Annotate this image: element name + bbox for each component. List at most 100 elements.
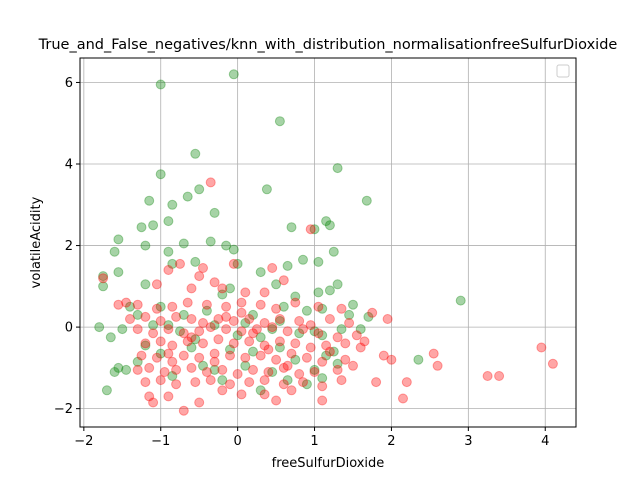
- point-s1-135: [547, 358, 558, 369]
- point-s1-143: [186, 332, 197, 343]
- point-s0-36: [232, 258, 243, 269]
- point-s0-74: [309, 326, 320, 337]
- point-s1-140: [98, 273, 109, 284]
- point-s1-58: [332, 332, 343, 343]
- point-s0-35: [190, 256, 201, 267]
- point-s1-101: [294, 369, 305, 379]
- point-s0-6: [182, 191, 193, 202]
- point-s0-15: [324, 220, 335, 231]
- point-s0-87: [328, 346, 339, 357]
- point-s1-122: [163, 391, 174, 402]
- point-s0-101: [274, 316, 285, 326]
- point-s1-72: [321, 340, 332, 351]
- point-s1-52: [236, 326, 247, 337]
- point-s0-19: [113, 234, 124, 245]
- point-s1-109: [205, 375, 216, 386]
- point-s1-54: [267, 322, 278, 333]
- point-s1-64: [198, 338, 208, 349]
- point-s1-11: [240, 287, 251, 298]
- point-s0-69: [317, 330, 328, 341]
- point-s1-25: [290, 297, 301, 308]
- point-s0-79: [155, 348, 166, 359]
- point-s0-30: [98, 271, 109, 282]
- point-s1-48: [178, 328, 189, 339]
- point-s1-62: [167, 340, 178, 351]
- y-tick-label-4: 6: [65, 76, 73, 91]
- point-s0-71: [355, 324, 366, 335]
- point-s1-8: [209, 277, 220, 288]
- point-s0-0: [228, 69, 239, 80]
- point-s1-149: [236, 307, 247, 318]
- point-s0-22: [221, 240, 232, 251]
- point-s1-97: [232, 369, 243, 379]
- y-axis-label: volatileAcidity: [29, 196, 44, 288]
- point-s0-96: [301, 379, 312, 390]
- point-s0-90: [101, 385, 112, 396]
- point-s1-27: [336, 303, 347, 314]
- point-s1-117: [371, 377, 382, 388]
- point-s0-18: [286, 222, 297, 233]
- point-s0-61: [105, 332, 116, 343]
- point-s1-100: [278, 362, 289, 373]
- point-s1-145: [209, 356, 220, 367]
- point-s1-17: [151, 303, 162, 314]
- point-s0-38: [298, 254, 308, 265]
- point-s1-57: [313, 328, 324, 339]
- point-s1-4: [198, 263, 208, 273]
- point-s0-84: [290, 354, 301, 365]
- point-s0-40: [332, 279, 343, 290]
- point-s1-112: [259, 375, 270, 386]
- point-s1-49: [194, 326, 205, 337]
- point-s1-12: [259, 287, 270, 298]
- point-s1-139: [113, 299, 124, 310]
- point-s1-99: [263, 367, 274, 377]
- point-s1-19: [182, 297, 193, 308]
- point-s0-8: [167, 199, 178, 210]
- point-s1-107: [171, 379, 182, 390]
- point-s1-0: [205, 177, 216, 188]
- point-s1-41: [294, 316, 305, 326]
- point-s0-82: [248, 346, 258, 357]
- point-s1-31: [140, 311, 151, 322]
- point-s0-25: [163, 246, 174, 257]
- point-s1-103: [332, 364, 343, 375]
- point-s0-54: [348, 299, 358, 310]
- point-s0-41: [324, 285, 335, 296]
- point-s1-114: [298, 377, 308, 388]
- point-s1-61: [155, 336, 166, 347]
- point-s1-53: [251, 324, 262, 335]
- x-tick-label-6: 4: [541, 434, 549, 449]
- point-s0-64: [175, 326, 185, 337]
- x-tick-label-2: 0: [234, 434, 242, 449]
- point-s1-78: [178, 350, 189, 361]
- point-s1-118: [401, 377, 412, 388]
- point-s0-93: [240, 360, 251, 371]
- y-tick-label-3: 4: [65, 158, 73, 173]
- point-s0-58: [290, 291, 301, 302]
- point-s0-42: [313, 287, 324, 298]
- x-axis-label: freeSulfurDioxide: [272, 456, 385, 471]
- point-s0-68: [294, 328, 305, 339]
- point-s0-13: [163, 216, 174, 227]
- point-s1-98: [248, 364, 258, 375]
- x-tick-label-4: 2: [387, 434, 395, 449]
- point-s1-43: [324, 314, 335, 324]
- point-s1-93: [171, 364, 182, 375]
- grid-lines: [80, 58, 576, 427]
- point-s0-77: [109, 367, 120, 377]
- point-s0-2: [274, 116, 285, 127]
- point-s0-89: [332, 358, 343, 369]
- point-s0-51: [278, 301, 289, 312]
- point-s1-30: [125, 314, 135, 324]
- point-s1-95: [201, 367, 212, 377]
- point-s1-29: [382, 314, 393, 324]
- point-s1-133: [494, 371, 505, 381]
- point-s0-14: [155, 169, 166, 180]
- point-s1-42: [305, 320, 316, 331]
- point-s0-37: [255, 267, 266, 278]
- y-tick-label-1: 0: [65, 321, 73, 336]
- point-s0-17: [309, 224, 320, 235]
- point-s1-89: [378, 350, 389, 361]
- point-s1-33: [171, 311, 182, 322]
